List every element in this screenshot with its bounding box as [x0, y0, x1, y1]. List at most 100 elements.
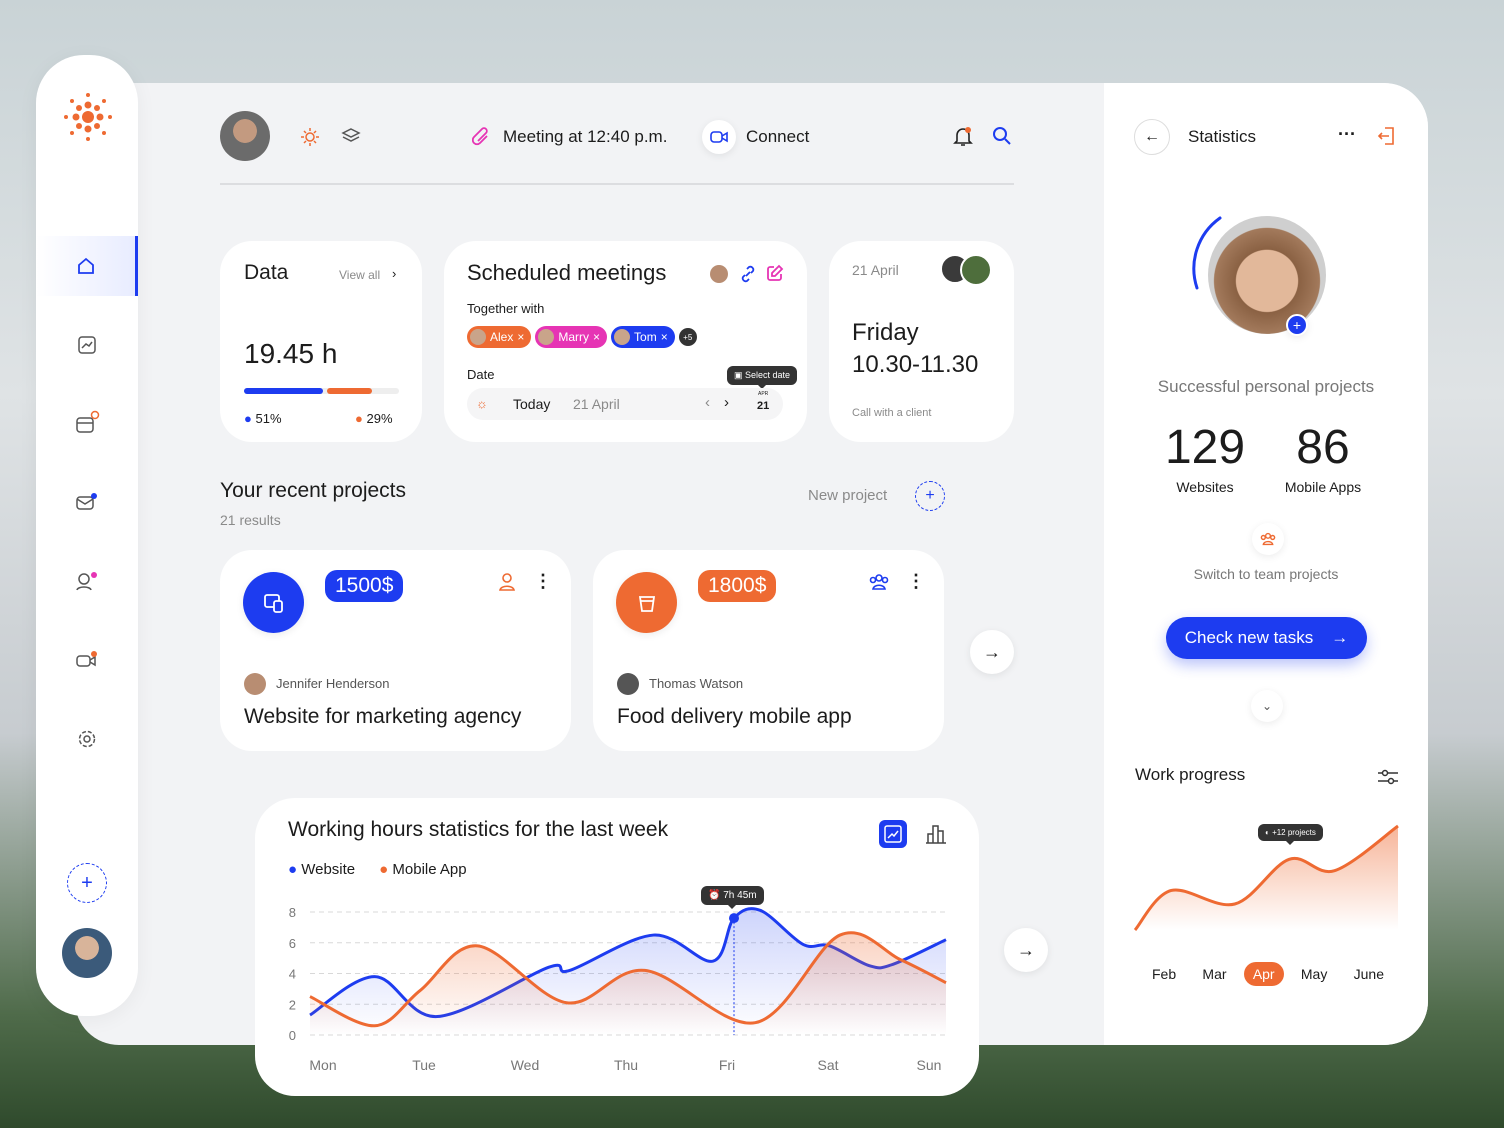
mobile-progress-bar: [327, 388, 372, 394]
owner-name: Thomas Watson: [649, 676, 744, 691]
event-time: 10.30-11.30: [852, 351, 979, 378]
attachment-icon: [472, 127, 488, 146]
owner-avatar: [617, 673, 639, 695]
mobile-pct: 29%: [366, 411, 393, 426]
connect-label[interactable]: Connect: [746, 127, 810, 146]
gear-icon: [78, 730, 96, 748]
data-card: Data View all › 19.45 h ● 51% ● 29%: [220, 241, 422, 442]
new-project-button[interactable]: +: [915, 481, 945, 511]
nav-analytics[interactable]: [36, 315, 138, 375]
new-project-label[interactable]: New project: [808, 487, 888, 504]
participant-chip[interactable]: Marry ×: [535, 326, 608, 348]
event-note: Call with a client: [852, 407, 932, 419]
line-chart-toggle[interactable]: [879, 820, 907, 848]
month-selector: Feb Mar Apr May June: [1143, 962, 1393, 986]
layers-icon[interactable]: [341, 126, 361, 146]
next-projects-button[interactable]: →: [970, 630, 1014, 674]
nav-video[interactable]: [36, 630, 138, 690]
more-horizontal-icon[interactable]: ···: [1338, 124, 1356, 144]
month-tab-mar[interactable]: Mar: [1202, 966, 1227, 982]
check-new-tasks-button[interactable]: Check new tasks →: [1166, 617, 1367, 659]
orange-dot-icon: ●: [355, 411, 363, 426]
apps-label: Mobile Apps: [1284, 479, 1362, 495]
price-badge: 1500$: [325, 570, 404, 602]
month-tab-feb[interactable]: Feb: [1152, 966, 1177, 982]
nav-mail[interactable]: [36, 472, 138, 532]
profile-progress-ring: [1192, 216, 1222, 290]
date-picker[interactable]: ☼ Today 21 April ‹ › APR 21: [467, 388, 783, 420]
project-card[interactable]: 1500$ ⋮ Jennifer Henderson Website for m…: [220, 550, 571, 751]
chart-next-button[interactable]: →: [1004, 928, 1048, 972]
hours-value: 19.45 h: [244, 338, 338, 369]
close-icon: ×: [660, 330, 668, 344]
month-tab-apr[interactable]: Apr: [1243, 962, 1284, 986]
plus-icon: +: [1292, 317, 1302, 333]
website-progress-bar: [244, 388, 324, 394]
user-icon: [499, 573, 515, 591]
apps-count: 86: [1296, 421, 1350, 474]
websites-label: Websites: [1176, 479, 1234, 495]
edit-icon[interactable]: [765, 264, 784, 283]
statistics-title: Statistics: [1188, 127, 1257, 146]
chevron-right-icon[interactable]: ›: [724, 394, 729, 411]
chevron-right-icon[interactable]: ›: [392, 266, 397, 281]
add-button[interactable]: +: [67, 863, 107, 903]
team-icon: [869, 574, 889, 590]
filter-icon[interactable]: [1377, 768, 1399, 786]
websites-count: 129: [1164, 421, 1246, 474]
blue-dot-icon: ●: [244, 411, 252, 426]
switch-team-button[interactable]: [1252, 523, 1284, 555]
attendee-avatar: [960, 254, 992, 286]
more-participants-badge[interactable]: +5: [678, 328, 697, 346]
arrow-right-icon: →: [983, 641, 1001, 662]
bar-chart-icon[interactable]: [925, 823, 947, 845]
month-tab-may[interactable]: May: [1300, 966, 1328, 982]
add-photo-button[interactable]: +: [1286, 314, 1308, 336]
participant-avatar: [710, 265, 728, 283]
arrow-right-icon: →: [1331, 628, 1349, 647]
today-label: Today: [513, 396, 551, 412]
arrow-right-icon: →: [1017, 939, 1035, 960]
chart-title: Working hours statistics for the last we…: [288, 818, 669, 841]
more-vertical-icon[interactable]: ⋮: [534, 571, 552, 591]
back-button[interactable]: ←: [1134, 119, 1170, 155]
more-vertical-icon[interactable]: ⋮: [907, 571, 925, 591]
logo: [62, 91, 114, 143]
nav-calendar[interactable]: [36, 393, 138, 453]
calendar-date-button[interactable]: APR 21: [757, 391, 770, 412]
participant-chip[interactable]: Tom ×: [611, 326, 675, 348]
stats-heading: Successful personal projects: [1157, 377, 1375, 396]
owner-name: Jennifer Henderson: [276, 676, 390, 691]
website-pct: 51%: [255, 411, 282, 426]
chevron-left-icon[interactable]: ‹: [705, 394, 710, 411]
logout-icon[interactable]: [1377, 126, 1397, 146]
sun-icon[interactable]: [300, 127, 320, 147]
bell-icon[interactable]: [953, 126, 973, 148]
chart-legend: ● Website ● Mobile App: [288, 861, 467, 878]
chevron-down-icon: ⌄: [1261, 699, 1273, 713]
close-icon: ×: [593, 330, 601, 344]
participants-list: Alex × Marry × Tom × +5: [467, 326, 697, 348]
profile-avatar[interactable]: [220, 111, 270, 161]
devices-icon: [243, 572, 304, 633]
link-icon[interactable]: [739, 265, 757, 283]
sun-icon: ☼: [476, 396, 488, 411]
nav-settings[interactable]: [36, 709, 138, 769]
home-icon: [77, 257, 94, 274]
view-all-link[interactable]: View all: [339, 268, 381, 282]
meetings-title: Scheduled meetings: [467, 260, 667, 285]
user-avatar[interactable]: [62, 928, 112, 978]
expand-button[interactable]: ⌄: [1251, 690, 1283, 722]
month-tab-june[interactable]: June: [1353, 966, 1384, 982]
switch-team-label[interactable]: Switch to team projects: [1193, 566, 1339, 582]
nav-notifications[interactable]: [36, 551, 138, 611]
search-icon[interactable]: [992, 126, 1012, 146]
arrow-left-icon: ←: [1144, 128, 1160, 145]
video-icon: [76, 651, 97, 667]
connect-video-button[interactable]: [702, 120, 736, 154]
work-progress-tooltip: ◐ +12 projects: [1258, 824, 1323, 845]
close-icon: ×: [517, 330, 525, 344]
project-card[interactable]: 1800$ ⋮ Thomas Watson Food delivery mobi…: [593, 550, 944, 751]
nav-home[interactable]: [36, 236, 138, 296]
participant-chip[interactable]: Alex ×: [467, 326, 532, 348]
